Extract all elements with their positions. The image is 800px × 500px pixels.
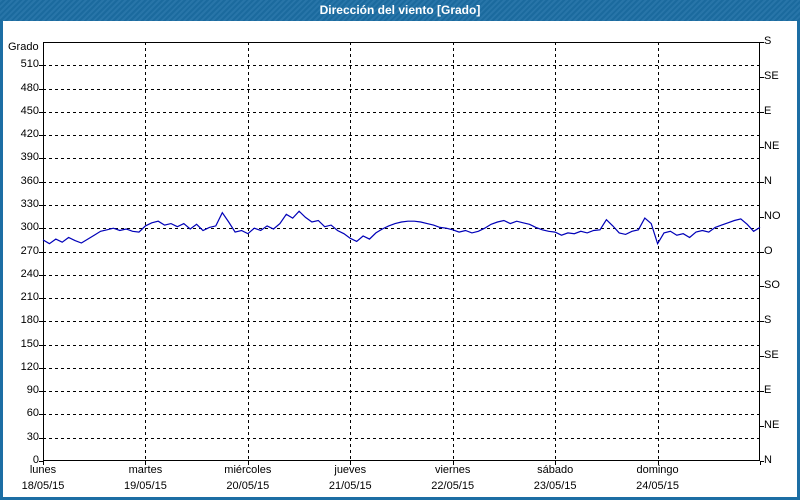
y-axis-right-tick-label: NE: [764, 419, 780, 432]
y-axis-right-tick-label: SE: [764, 349, 779, 362]
y-axis-left-tick-label: 210: [20, 291, 39, 304]
y-axis-left-tick-label: 60: [26, 407, 39, 420]
y-axis-left-tick-label: 330: [20, 197, 39, 210]
y-axis-left-tick-label: 420: [20, 128, 39, 141]
x-axis-date-label: 20/05/15: [226, 480, 270, 492]
y-axis-right-tick-label: N: [764, 174, 772, 187]
y-axis-left-tick-label: 300: [20, 221, 39, 234]
y-axis-left-tick-label: 480: [20, 81, 39, 94]
y-axis-left-tick-label: 0: [32, 454, 39, 466]
y-axis-left-tick-label: 30: [26, 430, 39, 443]
x-axis-day-label: martes: [128, 464, 163, 476]
x-axis-date-label: 21/05/15: [328, 480, 372, 492]
x-axis-day-label: viernes: [434, 464, 471, 476]
x-axis-day-label: miércoles: [224, 464, 272, 476]
y-axis-left-tick-label: 240: [20, 267, 39, 280]
x-axis-date-label: 23/05/15: [533, 480, 577, 492]
titlebar: Dirección del viento [Grado]: [0, 0, 800, 21]
x-axis-day-label: jueves: [334, 464, 367, 476]
x-axis-date-label: 24/05/15: [636, 480, 679, 492]
x-axis-date-label: 19/05/15: [124, 480, 167, 492]
y-axis-right-tick-label: E: [764, 384, 772, 397]
y-axis-left-tick-label: 150: [20, 337, 39, 350]
y-axis-left-tick-label: 390: [20, 151, 39, 164]
y-axis-right-tick-label: NE: [764, 139, 780, 152]
y-axis-right-tick-label: N: [764, 454, 772, 466]
y-axis-left-tick-label: 360: [20, 174, 39, 187]
y-axis-right-tick-label: E: [764, 104, 772, 117]
y-axis-left-tick-label: 120: [20, 360, 39, 373]
window-title: Dirección del viento [Grado]: [319, 3, 481, 17]
y-axis-title: Grado: [8, 41, 39, 53]
y-axis-right-tick-label: SE: [764, 69, 779, 82]
y-axis-left-tick-label: 270: [20, 244, 39, 257]
plot-area: [39, 41, 764, 465]
y-axis-right-tick-label: S: [764, 314, 772, 327]
x-axis-date-label: 18/05/15: [21, 480, 65, 492]
y-axis-left-tick-label: 450: [20, 104, 39, 117]
x-axis-day-label: sábado: [537, 464, 574, 476]
y-axis-right-tick-label: NO: [764, 209, 781, 222]
chart-content: Grado 0 30 60 90 120 150 180 210 240 270 300 330 360…: [3, 21, 797, 497]
x-axis-date-label: 22/05/15: [431, 480, 475, 492]
y-axis-left-tick-label: 180: [20, 314, 39, 327]
y-axis-right-tick-label: O: [764, 244, 773, 257]
y-axis-right-tick-label: S: [764, 35, 772, 47]
y-axis-left-tick-label: 510: [20, 58, 39, 71]
x-axis-day-label: domingo: [636, 464, 679, 476]
plot-frame: [42, 41, 761, 462]
y-axis-left-tick-label: 90: [26, 384, 39, 397]
x-axis-day-label: lunes: [29, 464, 57, 476]
y-axis-right-tick-label: SO: [764, 279, 780, 292]
wind-direction-series-line: [42, 210, 761, 246]
